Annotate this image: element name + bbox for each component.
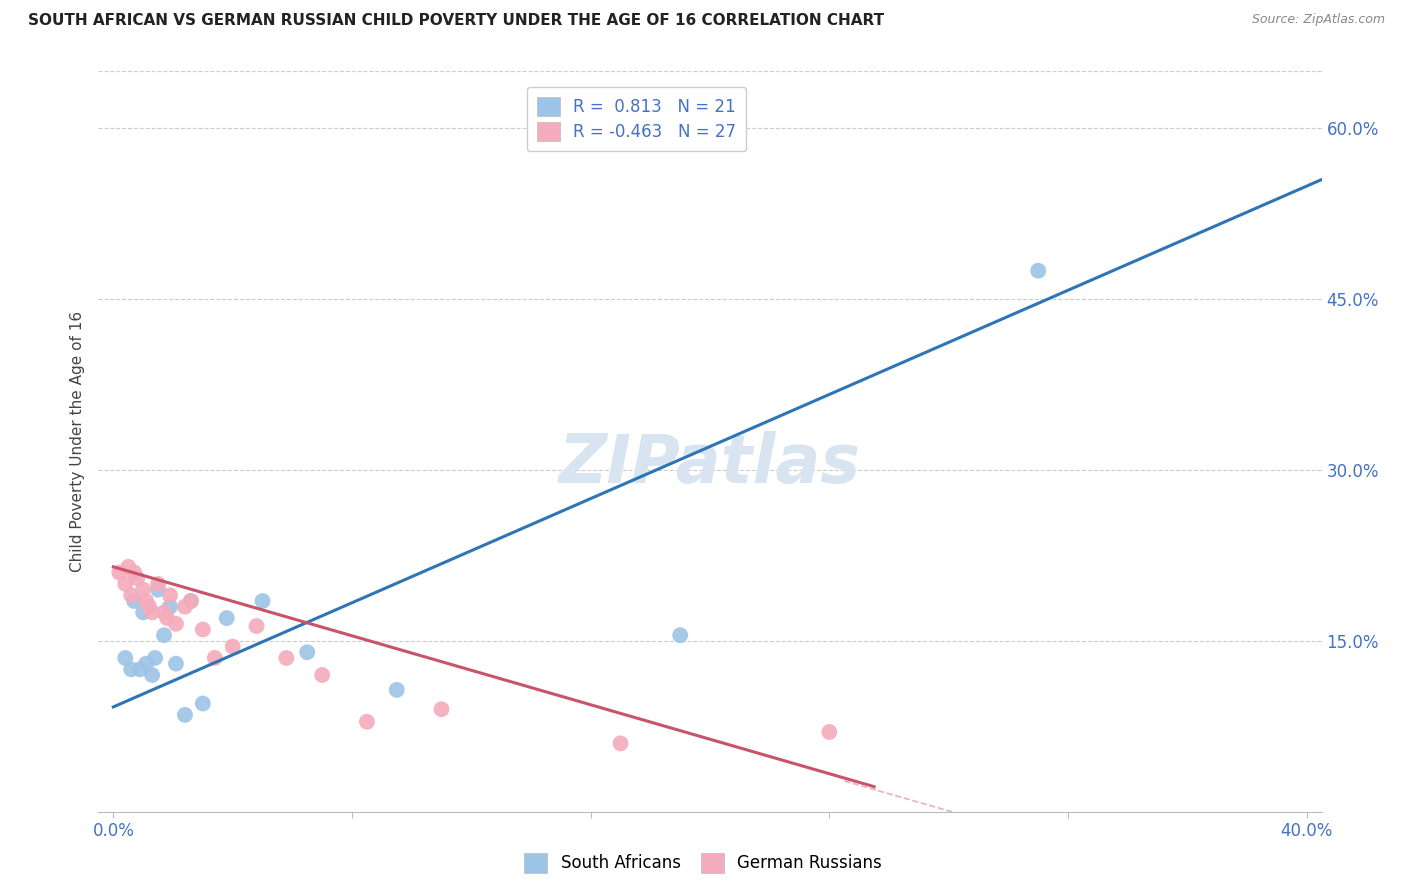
Point — [146, 582, 169, 597]
Point — [141, 668, 163, 682]
Point — [122, 594, 145, 608]
Point — [215, 611, 238, 625]
Point — [159, 588, 181, 602]
Text: SOUTH AFRICAN VS GERMAN RUSSIAN CHILD POVERTY UNDER THE AGE OF 16 CORRELATION CH: SOUTH AFRICAN VS GERMAN RUSSIAN CHILD PO… — [28, 13, 884, 29]
Point — [127, 571, 149, 585]
Point — [159, 599, 181, 614]
Point — [356, 714, 378, 729]
Point — [138, 599, 160, 614]
Point — [180, 594, 202, 608]
Point — [114, 577, 136, 591]
Legend: South Africans, German Russians: South Africans, German Russians — [517, 847, 889, 880]
Point — [135, 594, 157, 608]
Point — [141, 606, 163, 620]
Point — [221, 640, 243, 654]
Point — [252, 594, 274, 608]
Point — [276, 651, 298, 665]
Point — [245, 619, 267, 633]
Point — [430, 702, 453, 716]
Point — [174, 599, 197, 614]
Point — [120, 662, 142, 676]
Point — [818, 725, 841, 739]
Point — [311, 668, 333, 682]
Point — [129, 662, 152, 676]
Point — [165, 657, 187, 671]
Point — [122, 566, 145, 580]
Y-axis label: Child Poverty Under the Age of 16: Child Poverty Under the Age of 16 — [69, 311, 84, 572]
Point — [153, 628, 176, 642]
Point — [114, 651, 136, 665]
Point — [1026, 263, 1049, 277]
Point — [191, 623, 214, 637]
Point — [120, 588, 142, 602]
Point — [609, 736, 631, 750]
Point — [117, 559, 139, 574]
Point — [385, 682, 408, 697]
Point — [669, 628, 692, 642]
Point — [156, 611, 179, 625]
Point — [146, 577, 169, 591]
Text: Source: ZipAtlas.com: Source: ZipAtlas.com — [1251, 13, 1385, 27]
Point — [143, 651, 166, 665]
Point — [108, 566, 131, 580]
Point — [153, 606, 176, 620]
Point — [132, 582, 155, 597]
Legend: R =  0.813   N = 21, R = -0.463   N = 27: R = 0.813 N = 21, R = -0.463 N = 27 — [527, 87, 747, 152]
Point — [174, 707, 197, 722]
Point — [165, 616, 187, 631]
Point — [191, 697, 214, 711]
Point — [204, 651, 226, 665]
Point — [132, 606, 155, 620]
Text: ZIPatlas: ZIPatlas — [560, 431, 860, 497]
Point — [297, 645, 319, 659]
Point — [180, 594, 202, 608]
Point — [135, 657, 157, 671]
